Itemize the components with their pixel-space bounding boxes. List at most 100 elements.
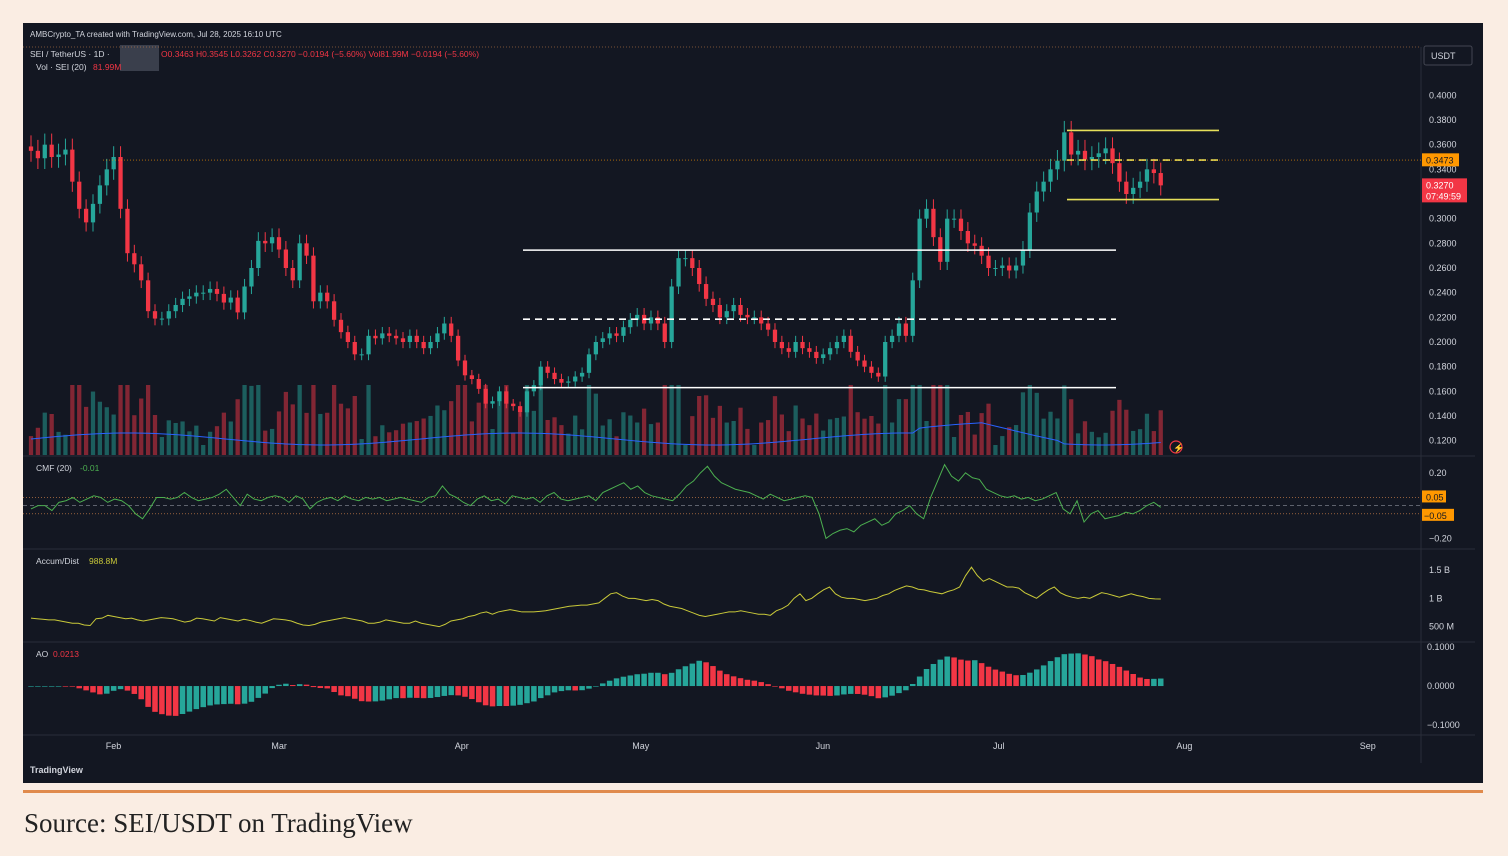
- ao-bar: [937, 659, 944, 687]
- volume-bar: [759, 422, 764, 455]
- price-tick-label: 0.1400: [1429, 411, 1457, 421]
- volume-bar: [166, 420, 171, 455]
- ao-bar: [999, 671, 1006, 687]
- volume-bar: [1110, 410, 1115, 455]
- ao-bar: [124, 686, 131, 691]
- candle-body: [752, 317, 757, 319]
- volume-bar: [655, 422, 661, 455]
- volume-bar: [896, 399, 902, 455]
- ao-bar: [172, 686, 179, 716]
- ao-bar: [290, 685, 296, 687]
- volume-bar: [676, 385, 681, 455]
- ao-bar: [117, 686, 124, 690]
- candle-body: [1048, 169, 1053, 182]
- volume-bar: [628, 415, 633, 455]
- volume-bar: [77, 385, 82, 455]
- volume-bar: [1062, 385, 1067, 455]
- volume-bar: [717, 405, 723, 455]
- ao-bar: [820, 686, 826, 696]
- volume-bar: [745, 428, 750, 455]
- volume-bar: [662, 385, 667, 455]
- volume-bar: [462, 385, 468, 455]
- ao-bar: [69, 686, 76, 687]
- candle-body: [855, 351, 860, 361]
- ao-bar: [1116, 666, 1123, 687]
- ao-bar: [372, 686, 379, 702]
- candle-body: [166, 311, 171, 319]
- ao-bar: [221, 686, 227, 705]
- ao-bar: [393, 686, 399, 699]
- ao-bar: [668, 672, 675, 687]
- vol-indicator-label: Vol · SEI (20): [36, 62, 87, 72]
- volume-bar: [765, 420, 771, 455]
- candle-body: [1124, 181, 1129, 194]
- ao-bar: [234, 686, 241, 705]
- time-tick-label: Jul: [993, 741, 1005, 751]
- volume-bar: [49, 414, 54, 455]
- candle-body: [325, 292, 330, 302]
- volume-bar: [1124, 409, 1129, 455]
- candle-body: [889, 335, 895, 342]
- price-tick-label: 0.1600: [1429, 386, 1457, 396]
- candle-body: [1027, 212, 1032, 250]
- volume-bar: [90, 391, 96, 455]
- candle-body: [628, 319, 633, 328]
- candle-body: [821, 354, 826, 359]
- cmf-value: -0.01: [80, 463, 100, 473]
- candle-body: [1020, 249, 1026, 266]
- volume-bar: [187, 431, 192, 455]
- candle-body: [800, 342, 805, 349]
- ao-bar: [1040, 665, 1047, 687]
- candle-body: [77, 181, 82, 209]
- volume-bar: [690, 416, 695, 455]
- ao-bar: [1027, 672, 1033, 687]
- ao-bar: [1054, 657, 1061, 687]
- candle-body: [586, 354, 592, 373]
- ao-bar: [1109, 663, 1116, 687]
- candle-body: [545, 366, 550, 373]
- ao-bar: [799, 686, 806, 694]
- ao-bar: [579, 686, 585, 691]
- last-price-tag: [1422, 178, 1467, 203]
- volume-bar: [1027, 385, 1032, 455]
- ao-bar: [992, 669, 999, 687]
- ao-bar: [751, 680, 758, 687]
- candle-body: [201, 292, 206, 294]
- volume-bar: [83, 406, 89, 455]
- candle-body: [1158, 173, 1163, 186]
- ao-bar: [882, 686, 888, 698]
- candle-body: [883, 342, 888, 377]
- candle-body: [256, 240, 261, 268]
- volume-bar: [366, 385, 371, 455]
- candle-body: [187, 296, 192, 299]
- cmf-tick: −0.05: [1424, 511, 1447, 521]
- volume-bar: [235, 399, 240, 455]
- volume-bar: [648, 424, 654, 455]
- candle-body: [669, 286, 674, 342]
- volume-bar: [42, 412, 47, 455]
- ao-bar: [730, 676, 737, 687]
- candle-body: [400, 338, 406, 342]
- candle-body: [49, 144, 54, 157]
- ao-bar: [524, 686, 530, 704]
- candle-body: [1041, 181, 1046, 192]
- cmf-tick: 0.05: [1426, 492, 1444, 502]
- candle-body: [703, 284, 709, 299]
- candle-body: [745, 314, 750, 318]
- candle-body: [951, 218, 957, 220]
- volume-bar: [1034, 392, 1039, 455]
- ao-bar: [834, 686, 840, 696]
- candle-body: [290, 268, 295, 281]
- volume-bar: [772, 396, 778, 455]
- tradingview-chart[interactable]: AMBCrypto_TA created with TradingView.co…: [23, 23, 1483, 783]
- candle-body: [435, 333, 440, 342]
- volume-bar: [731, 421, 736, 455]
- ao-bar: [48, 686, 55, 687]
- ao-bar: [145, 686, 151, 707]
- candle-body: [455, 335, 461, 361]
- volume-bar: [249, 385, 254, 455]
- volume-bar: [945, 385, 950, 455]
- volume-bar: [697, 396, 702, 455]
- ao-bar: [634, 674, 640, 687]
- time-tick-label: Mar: [271, 741, 287, 751]
